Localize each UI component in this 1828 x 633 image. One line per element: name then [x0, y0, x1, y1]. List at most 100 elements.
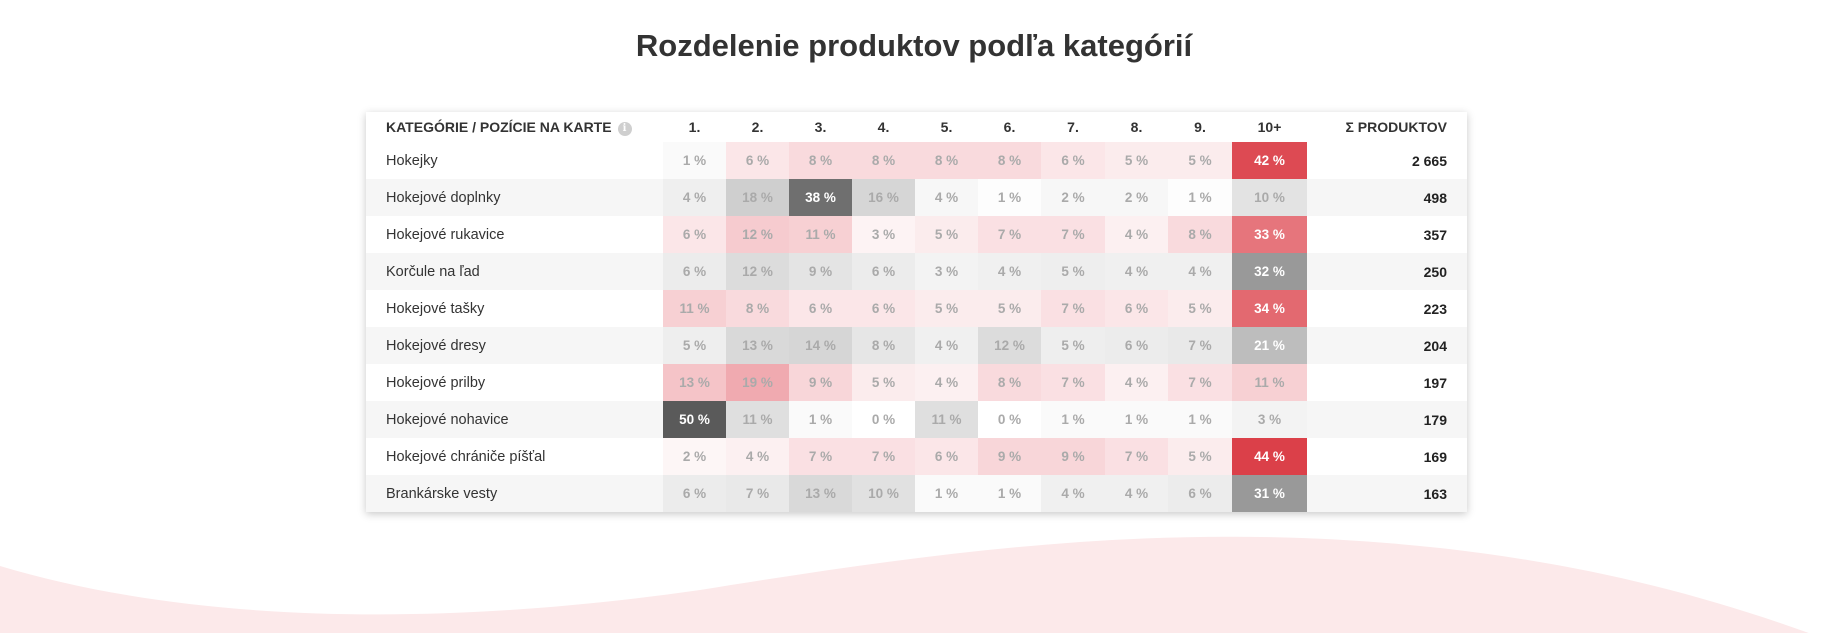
category-name: Hokejové nohavice — [366, 401, 663, 438]
table-row: Hokejové rukavice 6 % 12 % 11 % 3 % 5 % 7 % 7 %… — [366, 216, 1467, 253]
table-body: Hokejky 1 % 6 % 8 % 8 % 8 % 8 % 6 % 5 % 5 % 42 % 2 … — [366, 142, 1467, 512]
heatmap-cell: 10 % — [852, 475, 915, 512]
heatmap-cell: 6 % — [663, 475, 726, 512]
table-row: Hokejové prilby 13 % 19 % 9 % 5 % 4 % 8 % 7 % 4 … — [366, 364, 1467, 401]
heatmap-cell: 2 % — [1041, 179, 1105, 216]
heatmap-cell: 7 % — [852, 438, 915, 475]
heatmap-cell: 0 % — [978, 401, 1041, 438]
heatmap-cell: 8 % — [1168, 216, 1232, 253]
heatmap-cell: 1 % — [789, 401, 852, 438]
table-row: Brankárske vesty 6 % 7 % 13 % 10 % 1 % 1 % 4 % 4… — [366, 475, 1467, 512]
heatmap-cell: 42 % — [1232, 142, 1307, 179]
heatmap-cell: 4 % — [1105, 475, 1168, 512]
header-position-6: 6. — [1003, 119, 1016, 135]
heatmap-cell: 5 % — [663, 327, 726, 364]
heatmap-cell: 12 % — [726, 253, 789, 290]
heatmap-cell: 13 % — [663, 364, 726, 401]
heatmap-cell: 1 % — [978, 179, 1041, 216]
category-name: Hokejové chrániče píšťal — [366, 438, 663, 475]
heatmap-cell: 2 % — [663, 438, 726, 475]
heatmap-cell: 4 % — [1168, 253, 1232, 290]
heatmap-cell: 38 % — [789, 179, 852, 216]
heatmap-cell: 18 % — [726, 179, 789, 216]
heatmap-cell: 4 % — [1105, 364, 1168, 401]
heatmap-cell: 4 % — [1105, 253, 1168, 290]
heatmap-cell: 6 % — [915, 438, 978, 475]
header-position-10: 10+ — [1257, 119, 1282, 135]
heatmap-cell: 4 % — [915, 179, 978, 216]
product-count: 169 — [1307, 438, 1467, 475]
heatmap-cell: 7 % — [1168, 327, 1232, 364]
heatmap-cell: 9 % — [1041, 438, 1105, 475]
header-position-4: 4. — [877, 119, 890, 135]
heatmap-cell: 11 % — [789, 216, 852, 253]
heatmap-cell: 6 % — [663, 253, 726, 290]
page-title: Rozdelenie produktov podľa kategórií — [635, 28, 1193, 63]
heatmap-cell: 1 % — [1105, 401, 1168, 438]
heatmap-cell: 11 % — [1232, 364, 1307, 401]
heatmap-cell: 5 % — [1168, 142, 1232, 179]
heatmap-cell: 44 % — [1232, 438, 1307, 475]
heatmap-cell: 5 % — [915, 216, 978, 253]
heatmap-cell: 5 % — [978, 290, 1041, 327]
heatmap-cell: 5 % — [915, 290, 978, 327]
header-position-3: 3. — [814, 119, 827, 135]
header-position-5: 5. — [940, 119, 953, 135]
table-row: Hokejové tašky 11 % 8 % 6 % 6 % 5 % 5 % 7 % 6 % 5… — [366, 290, 1467, 327]
heatmap-cell: 8 % — [852, 327, 915, 364]
heatmap-cell: 13 % — [726, 327, 789, 364]
header-position-2: 2. — [751, 119, 764, 135]
info-icon[interactable]: i — [617, 121, 632, 136]
header-position-9: 9. — [1194, 119, 1206, 135]
heatmap-cell: 7 % — [1105, 438, 1168, 475]
heatmap-cell: 1 % — [1168, 401, 1232, 438]
heatmap-cell: 11 % — [726, 401, 789, 438]
heatmap-cell: 8 % — [978, 364, 1041, 401]
heatmap-cell: 0 % — [852, 401, 915, 438]
heatmap-cell: 11 % — [663, 290, 726, 327]
category-name: Hokejové doplnky — [366, 179, 663, 216]
heatmap-cell: 7 % — [789, 438, 852, 475]
heatmap-cell: 16 % — [852, 179, 915, 216]
heatmap-cell: 6 % — [852, 253, 915, 290]
heatmap-cell: 7 % — [1041, 290, 1105, 327]
heatmap-cell: 8 % — [726, 290, 789, 327]
heatmap-cell: 8 % — [852, 142, 915, 179]
heatmap-cell: 7 % — [1041, 364, 1105, 401]
heatmap-cell: 6 % — [663, 216, 726, 253]
heatmap-cell: 12 % — [978, 327, 1041, 364]
header-position-8: 8. — [1130, 119, 1143, 135]
heatmap-cell: 7 % — [1168, 364, 1232, 401]
heatmap-cell: 1 % — [663, 142, 726, 179]
header-sum: Σ PRODUKTOV — [1345, 119, 1448, 135]
heatmap-cell: 4 % — [726, 438, 789, 475]
table-row: Hokejky 1 % 6 % 8 % 8 % 8 % 8 % 6 % 5 % 5 % 42 % 2 … — [366, 142, 1467, 179]
heatmap-cell: 8 % — [978, 142, 1041, 179]
header-row: KATEGÓRIE / POZÍCIE NA KARTE i 1. 2. 3. 4. 5.… — [366, 112, 1467, 142]
table-row: Hokejové dresy 5 % 13 % 14 % 8 % 4 % 12 % 5 % 6 … — [366, 327, 1467, 364]
heatmap-cell: 4 % — [663, 179, 726, 216]
heatmap-cell: 9 % — [978, 438, 1041, 475]
heatmap-cell: 1 % — [978, 475, 1041, 512]
category-position-table: KATEGÓRIE / POZÍCIE NA KARTE i 1. 2. 3. 4. 5.… — [366, 112, 1467, 512]
heatmap-cell: 6 % — [789, 290, 852, 327]
heatmap-cell: 6 % — [1105, 290, 1168, 327]
heatmap-cell: 19 % — [726, 364, 789, 401]
header-category-label: KATEGÓRIE / POZÍCIE NA KARTE — [386, 118, 612, 135]
heatmap-cell: 12 % — [726, 216, 789, 253]
heatmap-cell: 3 % — [852, 216, 915, 253]
heatmap-cell: 4 % — [915, 327, 978, 364]
heatmap-cell: 50 % — [663, 401, 726, 438]
heatmap-cell: 5 % — [1168, 438, 1232, 475]
category-name: Hokejové tašky — [366, 290, 663, 327]
product-count: 357 — [1307, 216, 1467, 253]
product-count: 2 665 — [1307, 142, 1467, 179]
heatmap-cell: 14 % — [789, 327, 852, 364]
heatmap-cell: 4 % — [915, 364, 978, 401]
heatmap-cell: 9 % — [789, 253, 852, 290]
heatmap-cell: 5 % — [852, 364, 915, 401]
heatmap-cell: 7 % — [726, 475, 789, 512]
heatmap-cell: 5 % — [1041, 253, 1105, 290]
product-count: 163 — [1307, 475, 1467, 512]
